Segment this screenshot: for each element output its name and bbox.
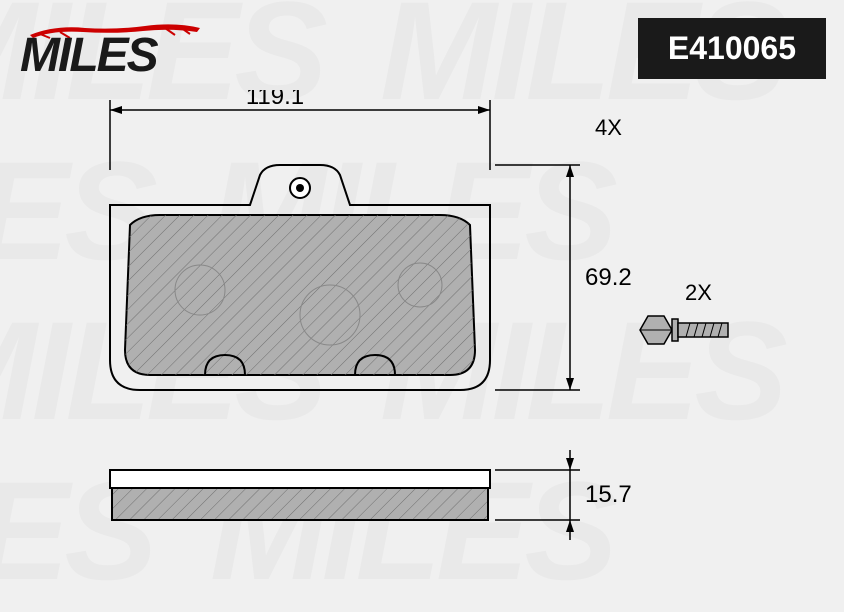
dimension-height: 69.2 bbox=[495, 165, 632, 390]
part-code-badge: E410065 bbox=[638, 18, 826, 79]
dimension-thickness: 15.7 bbox=[495, 450, 632, 540]
dim-height-value: 69.2 bbox=[585, 264, 632, 291]
brake-pad-side bbox=[110, 470, 490, 520]
dim-width-value: 119.1 bbox=[246, 90, 304, 110]
brake-pad-front bbox=[110, 165, 490, 390]
brand-logo: MILES bbox=[20, 20, 220, 80]
dim-thickness-value: 15.7 bbox=[585, 481, 632, 508]
dimension-width: 119.1 bbox=[110, 90, 490, 170]
qty-bolt: 2X bbox=[685, 280, 712, 305]
bolt-drawing: 2X bbox=[640, 280, 728, 344]
qty-pad: 4X bbox=[595, 115, 622, 140]
technical-drawing: 119.1 4X 69.2 bbox=[50, 90, 794, 590]
brand-name: MILES bbox=[20, 28, 157, 83]
